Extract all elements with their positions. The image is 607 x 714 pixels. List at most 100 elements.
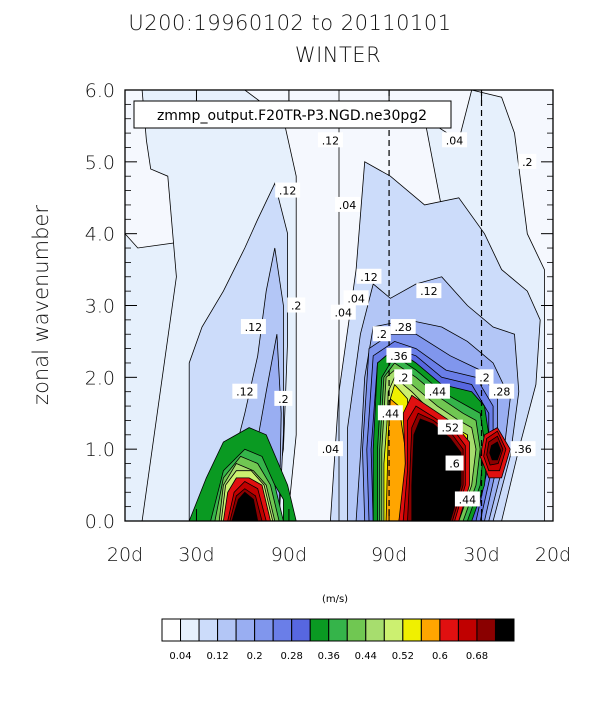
contour-label-bg bbox=[386, 347, 412, 363]
contour-label: .04 bbox=[335, 196, 361, 212]
colorbar-swatch bbox=[346, 618, 367, 642]
colorbar: 0.04 0.12 0.2 0.28 0.36 0.44 0.52 0.6 0.68 bbox=[161, 618, 515, 662]
contour-label-text: .44 bbox=[459, 493, 477, 506]
contour-label-bg bbox=[445, 455, 464, 471]
contour-label: .36 bbox=[510, 441, 536, 457]
colorbar-swatch bbox=[161, 618, 182, 642]
contour-label-bg bbox=[240, 319, 266, 335]
contour-label-text: .04 bbox=[339, 199, 357, 212]
colorbar-swatch bbox=[494, 618, 515, 642]
contour-region bbox=[489, 441, 502, 461]
y-tick-label: 4.0 bbox=[85, 224, 115, 246]
contour-label: .2 bbox=[518, 153, 537, 169]
contour-label: .04 bbox=[317, 441, 343, 457]
contour-label-text: .04 bbox=[335, 307, 353, 320]
contour-label: .2 bbox=[274, 390, 293, 406]
colorbar-swatch bbox=[291, 618, 311, 642]
contour-label-text: .2 bbox=[377, 328, 388, 341]
x-tick-label: 90d bbox=[371, 544, 407, 566]
contour-label: .52 bbox=[437, 419, 463, 435]
contour-label-bg bbox=[489, 383, 515, 399]
contour-label-bg bbox=[424, 383, 450, 399]
x-tick-label: 20d bbox=[535, 544, 571, 566]
colorbar-label: 0.04 bbox=[169, 651, 191, 662]
contour-label-bg bbox=[454, 491, 480, 507]
chart-subtitle: WINTER bbox=[295, 43, 381, 67]
contour-label: .44 bbox=[424, 383, 450, 399]
contour-label: .12 bbox=[416, 283, 442, 299]
contour-label: .28 bbox=[390, 319, 416, 335]
colorbar-label: 0.12 bbox=[206, 651, 228, 662]
colorbar-label: 0.68 bbox=[466, 651, 488, 662]
contour-label-bg bbox=[518, 153, 537, 169]
contour-label-text: .04 bbox=[446, 134, 464, 147]
contour-label-text: .12 bbox=[245, 321, 263, 334]
colorbar-swatch bbox=[439, 618, 459, 642]
contour-label-bg bbox=[390, 319, 416, 335]
colorbar-swatch bbox=[309, 618, 330, 642]
y-axis-label: zonal wavenumber bbox=[29, 205, 53, 405]
contour-label-bg bbox=[475, 369, 494, 385]
contour-label-bg bbox=[317, 441, 343, 457]
colorbar-unit: (m/s) bbox=[322, 594, 348, 605]
contour-region bbox=[231, 491, 259, 521]
contour-label-bg bbox=[442, 132, 468, 148]
contour-label-text: .12 bbox=[420, 285, 438, 298]
annotation-box bbox=[133, 100, 452, 129]
contour-label-text: .04 bbox=[347, 292, 365, 305]
colorbar-label: 0.52 bbox=[392, 651, 414, 662]
contour-label-text: .12 bbox=[236, 386, 254, 399]
contour-label-text: .2 bbox=[479, 371, 490, 384]
contour-label-bg bbox=[510, 441, 536, 457]
colorbar-label: 0.28 bbox=[281, 651, 303, 662]
colorbar-swatch bbox=[476, 618, 496, 642]
reference-lines bbox=[388, 90, 483, 521]
contour-label-bg bbox=[330, 304, 356, 320]
contour-label: .2 bbox=[394, 369, 413, 385]
x-tick-label: 90d bbox=[271, 544, 307, 566]
contour-label: .6 bbox=[445, 455, 464, 471]
contour-label: .2 bbox=[475, 369, 494, 385]
contour-label-text: .2 bbox=[398, 371, 409, 384]
contour-label-bg bbox=[437, 419, 463, 435]
contour-label: .04 bbox=[343, 290, 369, 306]
contour-label-bg bbox=[377, 405, 403, 421]
contour-label-bg bbox=[356, 268, 382, 284]
y-tick-label: 0.0 bbox=[85, 511, 115, 533]
contour-label-text: .12 bbox=[279, 185, 297, 198]
contour-label: .28 bbox=[489, 383, 515, 399]
contour-label-bg bbox=[287, 297, 306, 313]
colorbar-swatch bbox=[180, 618, 200, 642]
contour-label: .12 bbox=[275, 182, 301, 198]
contour-label: .12 bbox=[232, 383, 258, 399]
annotation-text: zmmp_output.F20TR-P3.NGD.ne30pg2 bbox=[157, 108, 427, 124]
colorbar-swatch bbox=[402, 618, 422, 642]
contour-label-text: .52 bbox=[442, 422, 460, 435]
contour-label: .04 bbox=[442, 132, 468, 148]
contour-label: .12 bbox=[317, 132, 343, 148]
contour-label: .12 bbox=[240, 319, 266, 335]
contour-label: .44 bbox=[454, 491, 480, 507]
contour-label-text: .6 bbox=[449, 458, 460, 471]
colorbar-label: 0.2 bbox=[247, 651, 263, 662]
y-tick-label: 5.0 bbox=[85, 152, 115, 174]
contour-label-bg bbox=[372, 326, 391, 342]
x-tick-label: 20d bbox=[107, 544, 143, 566]
contour-label-text: .04 bbox=[322, 443, 340, 456]
contour-label: .2 bbox=[287, 297, 306, 313]
contour-label: .12 bbox=[356, 268, 382, 284]
contour-label-text: .44 bbox=[382, 407, 400, 420]
colorbar-label: 0.6 bbox=[432, 651, 448, 662]
contour-label-text: .44 bbox=[429, 386, 447, 399]
contour-label-bg bbox=[275, 182, 301, 198]
colorbar-swatch bbox=[272, 618, 293, 642]
contour-label-text: .28 bbox=[493, 386, 511, 399]
contour-label-bg bbox=[416, 283, 442, 299]
contour-label-text: .2 bbox=[278, 393, 289, 406]
colorbar-swatch bbox=[383, 618, 404, 642]
contour-label-text: .12 bbox=[322, 134, 340, 147]
contour-label-text: .36 bbox=[390, 350, 408, 363]
contour-label-bg bbox=[274, 390, 293, 406]
axis-ticks: 0.0 1.0 2.0 3.0 4.0 5.0 6.0 20d 30d 90d 90d 30d 20d bbox=[85, 80, 571, 566]
